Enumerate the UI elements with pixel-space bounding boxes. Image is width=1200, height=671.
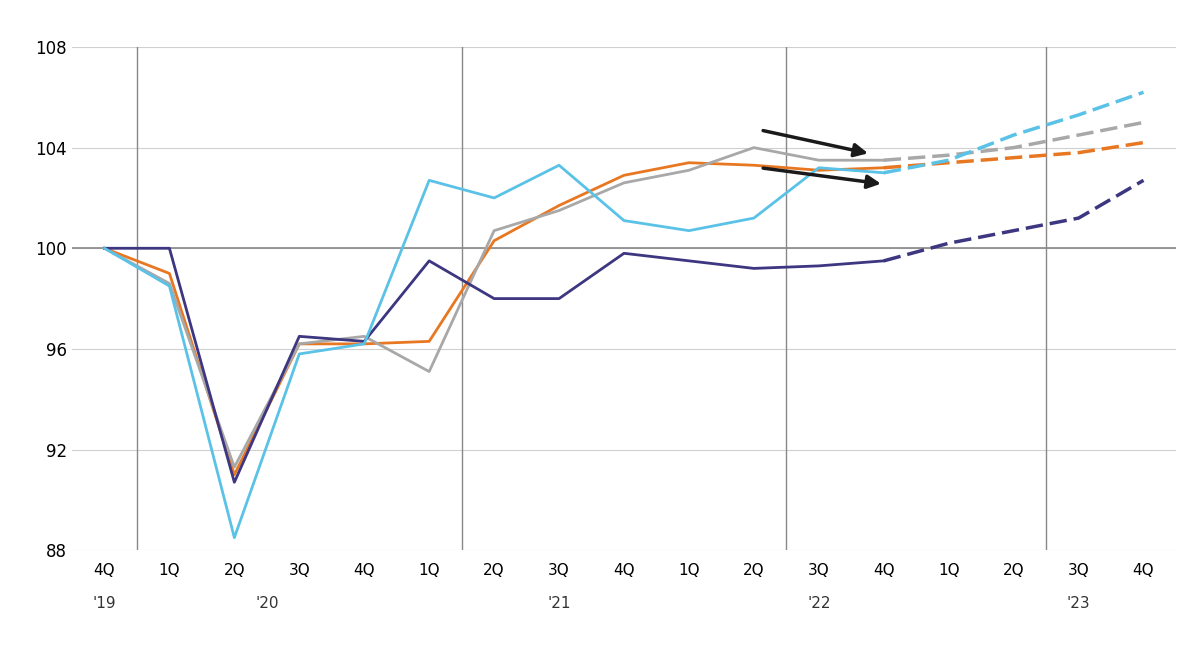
Text: '20: '20 [256, 595, 278, 611]
Text: '23: '23 [1067, 595, 1091, 611]
Text: '22: '22 [808, 595, 830, 611]
Text: '21: '21 [547, 595, 571, 611]
Legend: GDP, Consumption, Investment, Exports: GDP, Consumption, Investment, Exports [270, 669, 978, 671]
Text: '19: '19 [92, 595, 116, 611]
